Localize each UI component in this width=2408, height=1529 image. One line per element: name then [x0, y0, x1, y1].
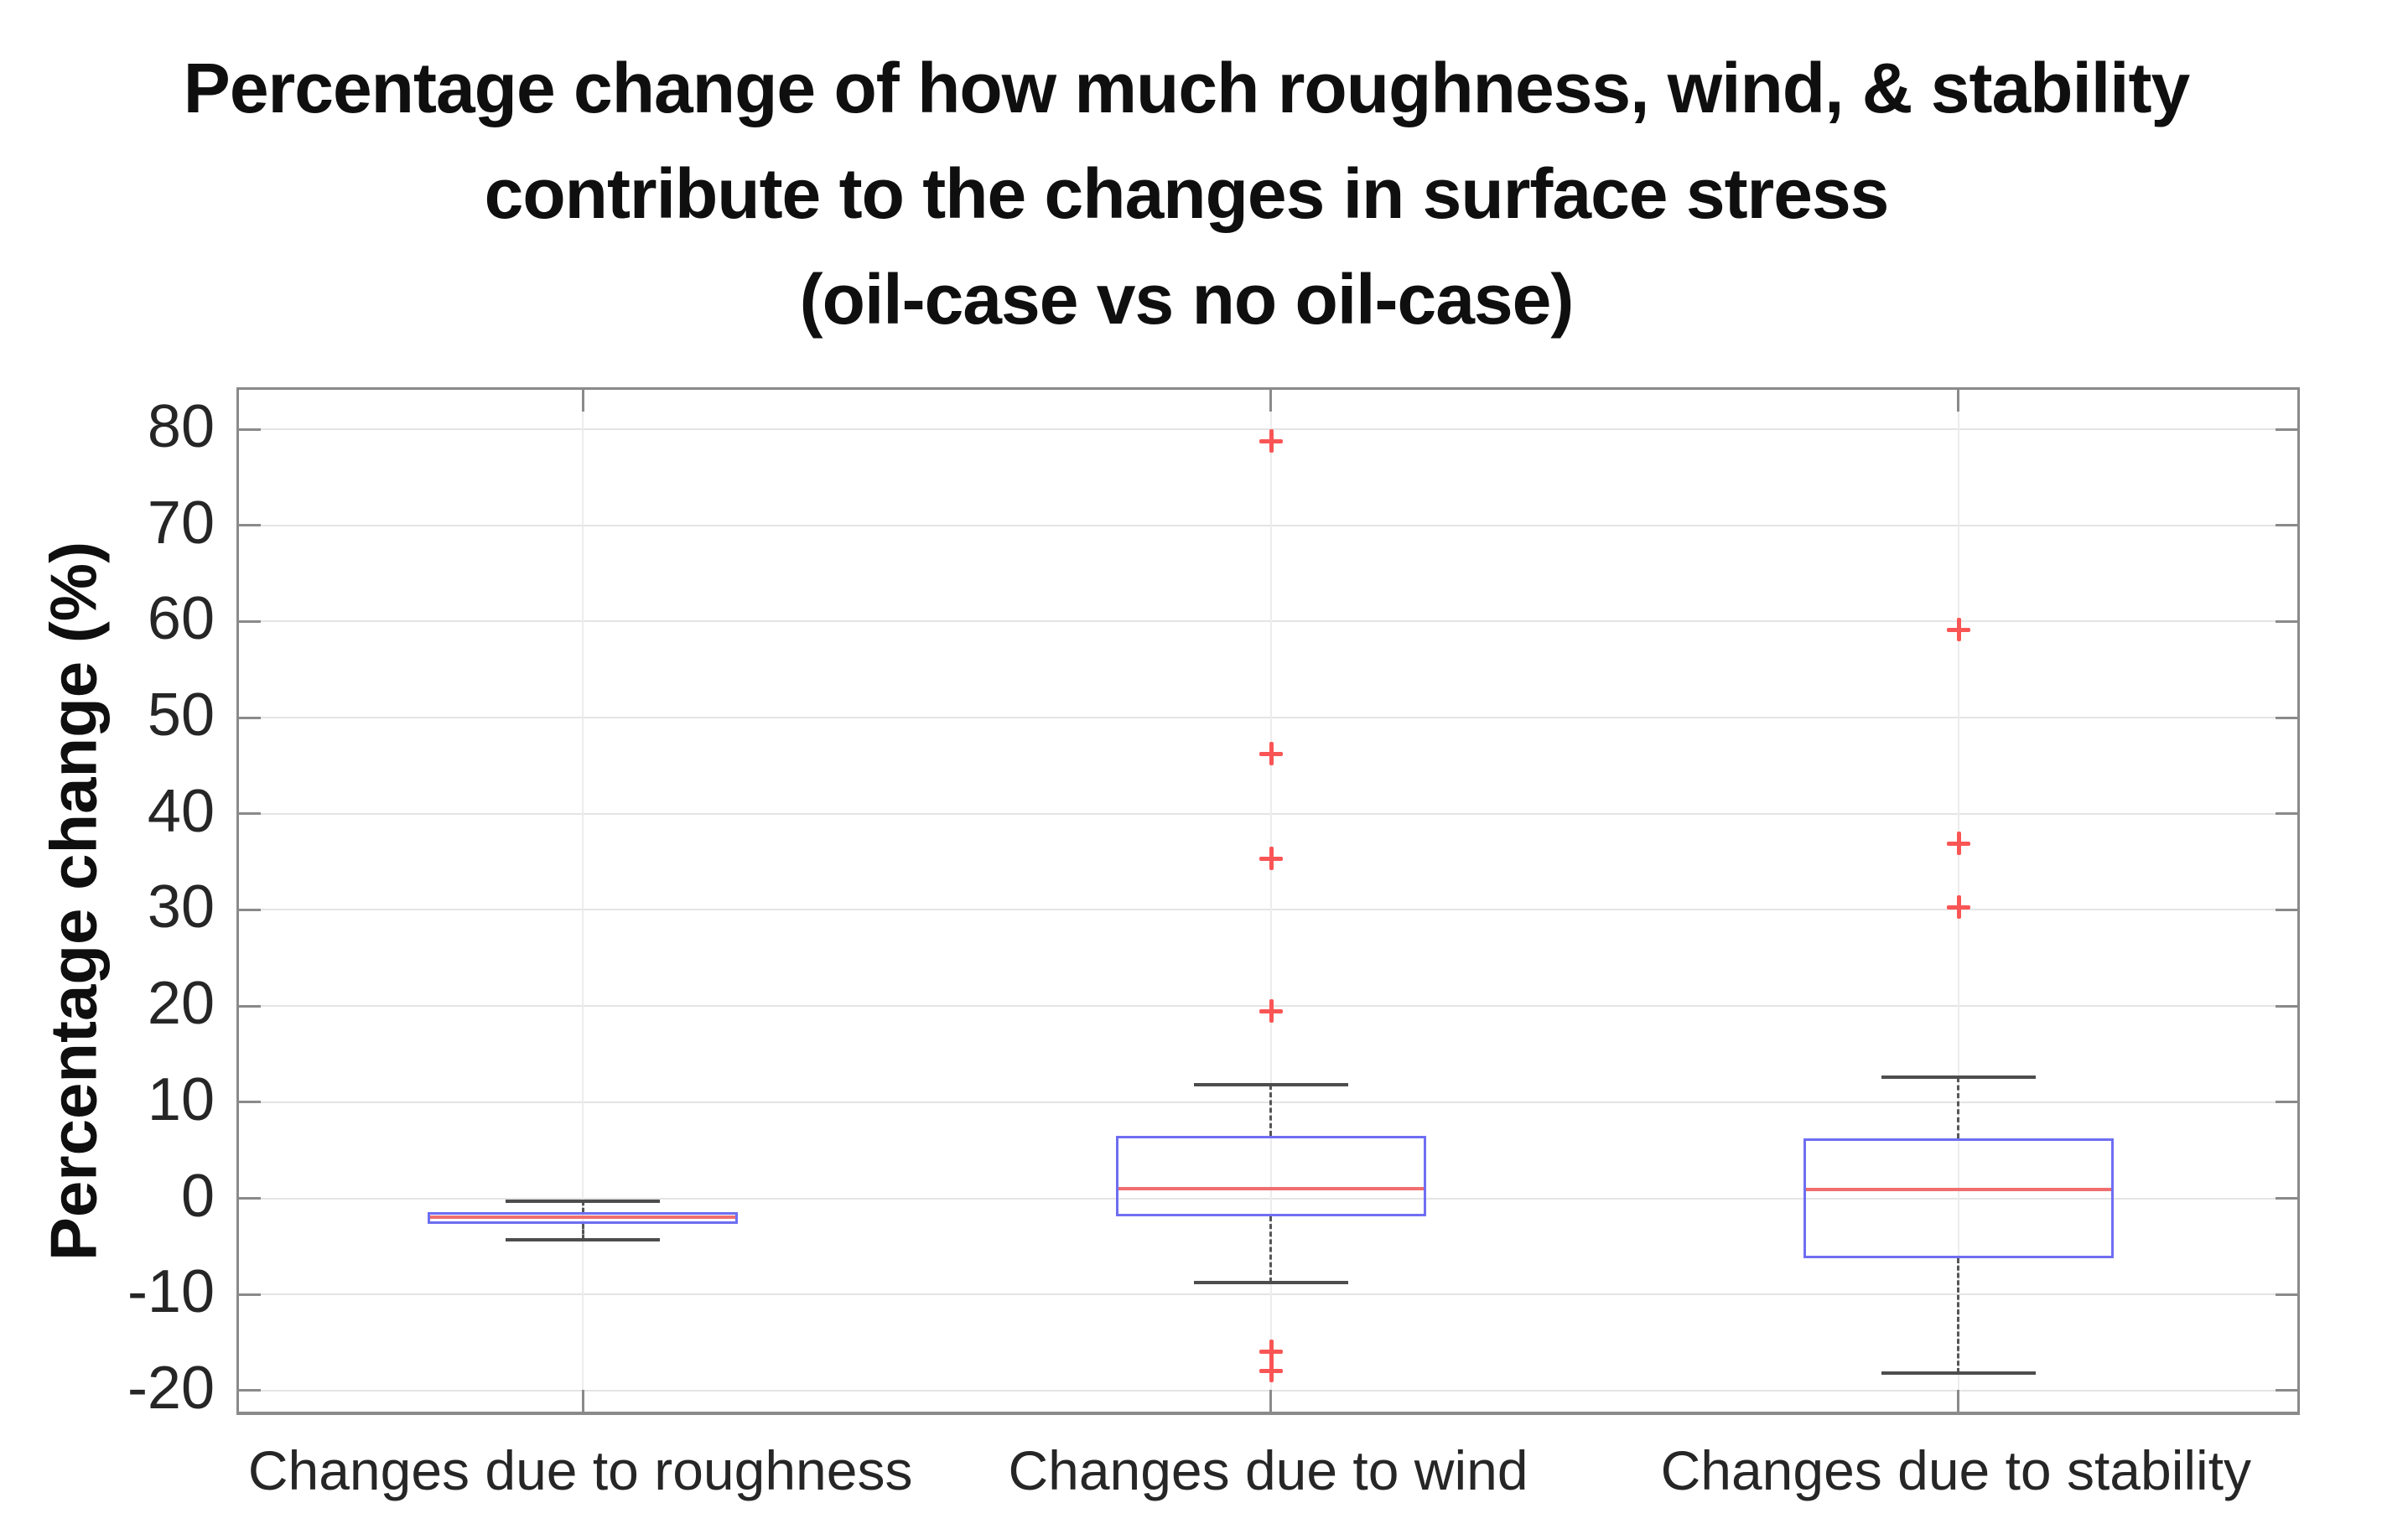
- y-tick-mark-left: [239, 1004, 261, 1008]
- gridline-horizontal: [239, 428, 2297, 431]
- y-tick-mark-right: [2276, 428, 2297, 431]
- x-tick-label: Changes due to stability: [1660, 1439, 2252, 1501]
- chart-title-line-3: (oil-case vs no oil-case): [799, 260, 1575, 339]
- gridline-horizontal: [239, 524, 2297, 526]
- lower-whisker-line: [1957, 1257, 1960, 1374]
- median-line: [1118, 1187, 1424, 1191]
- plot-area: [236, 387, 2300, 1415]
- x-tick-mark-top: [1957, 390, 1960, 412]
- gridline-horizontal: [239, 1005, 2297, 1008]
- median-line: [430, 1215, 736, 1220]
- y-tick-mark-right: [2276, 619, 2297, 623]
- y-tick-label: 60: [147, 585, 215, 653]
- y-tick-label: -20: [127, 1354, 215, 1422]
- y-tick-mark-right: [2276, 524, 2297, 527]
- outlier-marker-vbar: [1269, 1339, 1274, 1363]
- upper-whisker-cap: [1881, 1075, 2036, 1079]
- outlier-marker-vbar: [1269, 1358, 1274, 1382]
- y-tick-mark-right: [2276, 1004, 2297, 1008]
- chart-title: Percentage change of how much roughness,…: [0, 35, 2373, 352]
- x-tick-label: Changes due to roughness: [247, 1439, 913, 1501]
- boxplot-box: [1803, 1138, 2114, 1258]
- gridline-horizontal: [239, 717, 2297, 719]
- outlier-marker-vbar: [1956, 895, 1961, 919]
- y-tick-mark-left: [239, 1293, 261, 1296]
- boxplot-box: [428, 1211, 739, 1225]
- y-tick-label: 50: [147, 682, 215, 749]
- upper-whisker-line: [1957, 1077, 1960, 1139]
- x-tick-mark-bottom: [581, 1390, 584, 1412]
- gridline-vertical: [1269, 390, 1272, 1412]
- y-tick-label: 10: [147, 1065, 215, 1133]
- gridline-horizontal: [239, 1197, 2297, 1200]
- outlier-marker: [1946, 617, 1970, 641]
- y-tick-mark-right: [2276, 1389, 2297, 1392]
- gridline-horizontal: [239, 812, 2297, 815]
- y-tick-mark-right: [2276, 908, 2297, 911]
- outlier-marker: [1258, 846, 1283, 870]
- y-tick-label: 0: [180, 1162, 215, 1230]
- x-tick-mark-bottom: [1957, 1390, 1960, 1412]
- y-tick-mark-left: [239, 1197, 261, 1200]
- y-tick-mark-right: [2276, 1197, 2297, 1200]
- x-tick-mark-top: [1269, 390, 1272, 412]
- gridline-horizontal: [239, 1101, 2297, 1103]
- lower-whisker-cap: [1193, 1281, 1348, 1285]
- outlier-marker: [1258, 1358, 1283, 1382]
- outlier-marker: [1946, 832, 1970, 856]
- chart-title-line-2: contribute to the changes in surface str…: [484, 154, 1890, 233]
- upper-whisker-cap: [506, 1199, 661, 1203]
- median-line: [1805, 1188, 2111, 1192]
- y-tick-mark-left: [239, 716, 261, 719]
- outlier-marker: [1258, 998, 1283, 1023]
- x-tick-mark-top: [581, 390, 584, 412]
- y-tick-mark-left: [239, 812, 261, 816]
- y-tick-mark-left: [239, 428, 261, 431]
- outlier-marker-vbar: [1956, 617, 1961, 641]
- outlier-marker: [1946, 895, 1970, 919]
- outlier-marker-vbar: [1269, 741, 1274, 765]
- y-tick-label: 80: [147, 393, 215, 461]
- outlier-marker: [1258, 741, 1283, 765]
- gridline-horizontal: [239, 620, 2297, 623]
- outlier-marker-vbar: [1269, 998, 1274, 1023]
- boxplot-box: [1115, 1135, 1426, 1217]
- y-tick-mark-right: [2276, 812, 2297, 816]
- y-tick-mark-right: [2276, 1101, 2297, 1104]
- lower-whisker-line: [1269, 1216, 1272, 1283]
- y-tick-mark-left: [239, 1389, 261, 1392]
- y-tick-label: 40: [147, 777, 215, 845]
- outlier-marker: [1258, 428, 1283, 453]
- y-tick-label: 20: [147, 970, 215, 1038]
- y-tick-label: 30: [147, 873, 215, 941]
- upper-whisker-cap: [1193, 1083, 1348, 1087]
- y-tick-mark-right: [2276, 1293, 2297, 1296]
- chart-title-line-1: Percentage change of how much roughness,…: [183, 49, 2190, 127]
- gridline-horizontal: [239, 1293, 2297, 1296]
- x-tick-mark-bottom: [1269, 1390, 1272, 1412]
- gridline-horizontal: [239, 909, 2297, 911]
- outlier-marker-vbar: [1269, 846, 1274, 870]
- y-tick-label: 70: [147, 489, 215, 557]
- lower-whisker-line: [581, 1224, 584, 1240]
- y-tick-label: -10: [127, 1258, 215, 1326]
- outlier-marker-vbar: [1956, 832, 1961, 856]
- y-tick-mark-right: [2276, 716, 2297, 719]
- upper-whisker-line: [1269, 1085, 1272, 1136]
- y-tick-mark-left: [239, 619, 261, 623]
- outlier-marker-vbar: [1269, 428, 1274, 453]
- x-tick-label: Changes due to wind: [1008, 1439, 1528, 1501]
- gridline-vertical: [582, 390, 584, 1412]
- lower-whisker-cap: [1881, 1371, 2036, 1376]
- gridline-horizontal: [239, 1389, 2297, 1392]
- upper-whisker-line: [581, 1200, 584, 1212]
- outlier-marker: [1258, 1339, 1283, 1363]
- y-tick-mark-left: [239, 908, 261, 911]
- lower-whisker-cap: [506, 1237, 661, 1241]
- y-tick-mark-left: [239, 524, 261, 527]
- y-tick-mark-left: [239, 1101, 261, 1104]
